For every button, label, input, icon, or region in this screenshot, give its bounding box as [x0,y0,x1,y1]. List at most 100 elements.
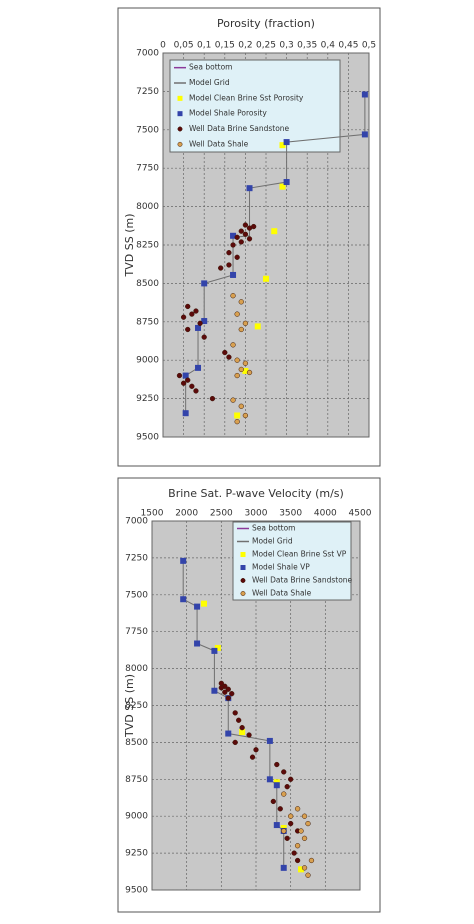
legend-swatch [177,126,183,132]
y-tick-label: 8750 [136,317,159,327]
y-axis-label: TVD SS (m) [123,214,136,278]
legend-swatch [240,552,246,557]
point [195,364,202,371]
point [246,369,253,376]
legend-label: Model Shale VP [252,563,310,572]
y-tick-label: 9500 [136,433,159,443]
y-tick-label: 9000 [125,812,148,822]
point [195,324,202,331]
point [298,866,305,873]
point [189,383,195,389]
point [242,367,249,374]
x-tick-label: 4000 [314,509,337,519]
point [230,242,236,248]
point [279,142,286,149]
point [274,761,280,768]
point [180,380,187,386]
point [298,828,304,834]
x-tick-label: 3500 [279,509,302,519]
point [301,813,308,819]
point [180,314,187,320]
point [238,326,244,333]
y-tick-label: 7500 [125,590,148,600]
y-tick-label: 8250 [125,701,148,711]
y-tick-label: 9000 [136,356,159,366]
point [201,280,208,287]
point [294,843,301,849]
point [242,320,249,326]
point [294,857,301,864]
legend-swatch [240,578,246,583]
point [246,732,252,738]
point [281,769,287,775]
point [281,791,287,797]
point [218,265,224,271]
point [277,806,283,812]
point [239,729,246,736]
point [176,372,183,379]
point [301,865,308,871]
y-tick-label: 7250 [125,553,148,563]
point [234,412,241,419]
legend-label: Well Data Shale [252,589,312,598]
x-tick-label: 0,35 [297,41,317,51]
point [273,782,280,789]
point [250,223,257,230]
y-tick-label: 7250 [136,87,159,97]
point [305,820,311,827]
point [197,320,203,326]
point [288,820,294,827]
point [288,776,294,782]
x-tick-label: 0,4 [321,41,336,51]
x-tick-label: 1500 [141,509,164,519]
point [230,397,236,403]
point [180,596,187,603]
legend-swatch [177,111,183,117]
point [238,403,244,409]
y-tick-label: 7750 [125,627,148,637]
x-tick-label: 2000 [175,509,198,519]
point [234,418,240,425]
point [194,603,201,610]
point [246,185,253,192]
y-tick-label: 7750 [136,164,159,174]
legend-label: Well Data Brine Sandstone [252,576,353,585]
point [201,334,207,340]
x-tick-label: 0 [160,41,166,51]
point [279,183,286,190]
point [280,864,287,871]
point [226,262,232,268]
point [308,857,315,864]
y-tick-label: 7000 [125,517,148,527]
point [201,600,207,607]
y-tick-label: 8750 [125,775,148,785]
point [242,412,249,419]
y-tick-label: 9500 [125,886,148,896]
point [263,275,269,282]
x-tick-label: 0,15 [215,41,235,51]
point [266,737,273,744]
point [201,318,208,325]
point [239,724,245,731]
legend-label: Model Clean Brine Sst Porosity [189,93,304,102]
point [234,357,240,363]
point [270,798,276,805]
legend [169,59,341,153]
point [230,342,236,348]
point [238,228,244,234]
chart-title: Porosity (fraction) [217,17,315,30]
point [238,366,244,373]
point [211,687,218,694]
point [294,806,301,812]
x-tick-label: 0,5 [362,41,376,51]
point [236,717,242,723]
legend-label: Model Grid [252,537,293,546]
y-tick-label: 8250 [136,241,159,251]
point [185,377,191,383]
point [193,388,199,394]
legend-label: Model Clean Brine Sst VP [252,550,347,559]
point [288,813,294,819]
legend-label: Sea bottom [189,63,232,72]
point [254,323,261,330]
point [194,640,201,647]
